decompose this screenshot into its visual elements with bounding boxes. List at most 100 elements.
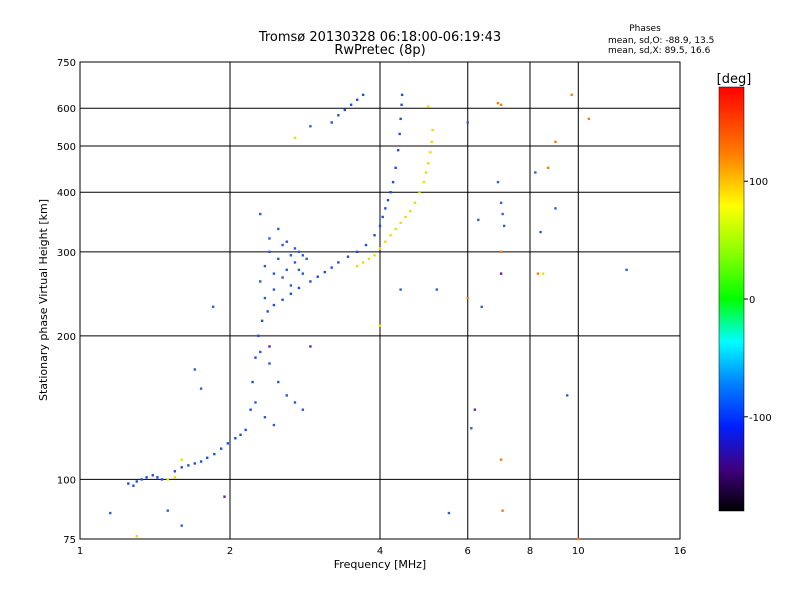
data-point [109, 511, 112, 515]
data-point [127, 482, 130, 485]
y-tick-label: 400 [57, 188, 76, 199]
data-point [323, 270, 327, 274]
data-point [378, 247, 382, 250]
data-point [337, 114, 340, 117]
data-point [281, 243, 284, 247]
data-point [268, 250, 271, 254]
data-point [173, 470, 177, 473]
data-point [389, 234, 392, 237]
data-point [268, 345, 271, 348]
data-point [277, 380, 280, 384]
data-point [577, 537, 580, 541]
data-point [135, 480, 138, 483]
data-point [499, 201, 503, 205]
data-point [470, 427, 473, 430]
data-point [496, 101, 500, 105]
data-point [293, 136, 297, 140]
data-point [187, 464, 190, 467]
data-point [399, 117, 402, 121]
data-point [435, 288, 438, 291]
data-point [400, 103, 403, 107]
data-point [367, 257, 371, 261]
data-point [277, 227, 280, 231]
data-point [281, 276, 284, 279]
data-point [257, 334, 260, 338]
data-point [361, 261, 365, 264]
data-point [297, 250, 301, 254]
data-point [297, 268, 301, 272]
data-point [297, 286, 301, 290]
data-point [337, 261, 340, 264]
data-point [156, 476, 159, 479]
data-point [391, 180, 395, 184]
y-tick-label: 200 [57, 332, 76, 343]
data-point [477, 218, 480, 222]
chart-subtitle: RwPretec (8p) [334, 43, 425, 58]
data-point [309, 280, 312, 283]
x-tick-label: 8 [527, 546, 533, 557]
data-point [496, 180, 500, 184]
data-point [260, 319, 264, 323]
x-tick-label: 4 [377, 546, 383, 557]
data-point [418, 191, 421, 194]
y-axis-label: Stationary phase Virtual Height [km] [37, 199, 50, 401]
y-tick-label: 500 [57, 142, 76, 153]
data-point [330, 121, 333, 124]
data-point [499, 103, 503, 107]
data-point [373, 254, 376, 257]
x-axis-label: Frequency [MHz] [334, 558, 426, 571]
data-point [272, 272, 276, 275]
data-point [166, 478, 169, 481]
data-point [431, 128, 434, 132]
data-point [409, 209, 412, 213]
data-point [541, 272, 545, 275]
data-point [293, 247, 297, 250]
data-point [389, 191, 392, 194]
colorbar-tick-label: 100 [749, 177, 768, 188]
data-point [180, 466, 183, 469]
colorbar [718, 86, 745, 512]
data-point [289, 292, 293, 295]
data-point [539, 230, 542, 234]
data-point [213, 452, 216, 456]
data-point [285, 394, 288, 397]
data-point [180, 458, 183, 461]
data-point [309, 345, 312, 348]
data-point [205, 456, 209, 459]
chart-title: Tromsø 20130328 06:18:00-06:19:43 [258, 30, 501, 45]
data-point [166, 509, 169, 512]
data-point [132, 484, 135, 487]
data-point [145, 476, 148, 479]
data-point [502, 224, 506, 228]
data-point [211, 305, 215, 309]
data-point [355, 98, 359, 101]
data-point [427, 162, 430, 165]
stats-line-o: mean, sd,O: -88.9, 13.5 [608, 36, 714, 46]
data-point [378, 324, 382, 327]
stats-heading: Phases [629, 24, 661, 34]
data-point [625, 268, 628, 272]
x-tick-label: 6 [465, 546, 471, 557]
data-point [404, 215, 407, 219]
data-point [151, 474, 155, 477]
data-point [429, 151, 432, 154]
data-point [384, 207, 387, 210]
data-point [394, 166, 397, 170]
data-point [309, 125, 312, 128]
data-point [301, 272, 305, 275]
data-point [234, 437, 237, 440]
data-point [422, 180, 426, 184]
grid-lines [80, 62, 680, 539]
data-point [384, 240, 387, 243]
data-point [400, 93, 404, 97]
data-point [268, 237, 271, 240]
data-point [399, 221, 402, 225]
data-point [272, 288, 276, 291]
data-point [285, 268, 288, 272]
data-point [259, 212, 262, 216]
data-point [396, 148, 400, 152]
data-point [346, 255, 350, 258]
data-point [398, 132, 401, 136]
data-point [293, 401, 297, 404]
data-point [293, 261, 297, 264]
